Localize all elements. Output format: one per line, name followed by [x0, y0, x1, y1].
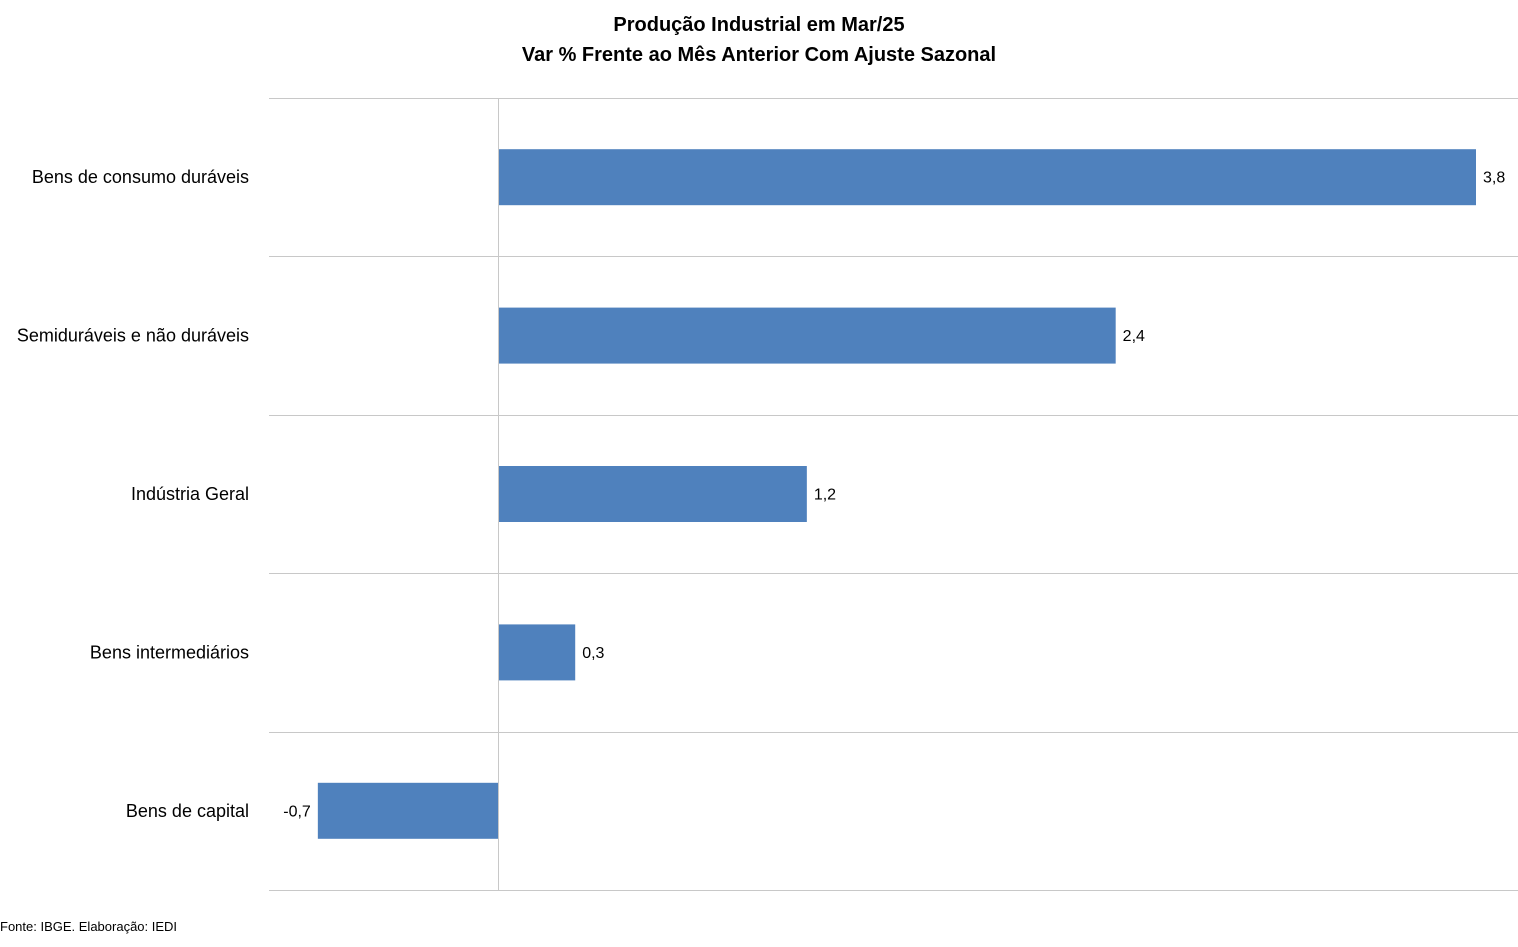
category-label: Bens intermediários: [90, 642, 249, 662]
category-label: Bens de capital: [126, 801, 249, 821]
data-label: 3,8: [1483, 170, 1505, 187]
data-label: 0,3: [582, 645, 604, 662]
chart-title-block: Produção Industrial em Mar/25 Var % Fren…: [0, 10, 1518, 70]
data-label: 1,2: [814, 487, 836, 504]
category-label: Indústria Geral: [131, 484, 249, 504]
bar: [498, 307, 1116, 364]
chart-subtitle: Var % Frente ao Mês Anterior Com Ajuste …: [521, 44, 997, 66]
bar: [498, 624, 576, 681]
category-label: Bens de consumo duráveis: [32, 167, 249, 187]
category-label: Semiduráveis e não duráveis: [17, 326, 249, 346]
bar: [317, 782, 498, 839]
source-note: Fonte: IBGE. Elaboração: IEDI: [0, 919, 178, 934]
data-label: -0,7: [283, 803, 311, 820]
data-label: 2,4: [1123, 328, 1145, 345]
bar: [498, 149, 1476, 206]
bar: [498, 466, 807, 522]
chart-title: Produção Industrial em Mar/25: [613, 14, 905, 36]
